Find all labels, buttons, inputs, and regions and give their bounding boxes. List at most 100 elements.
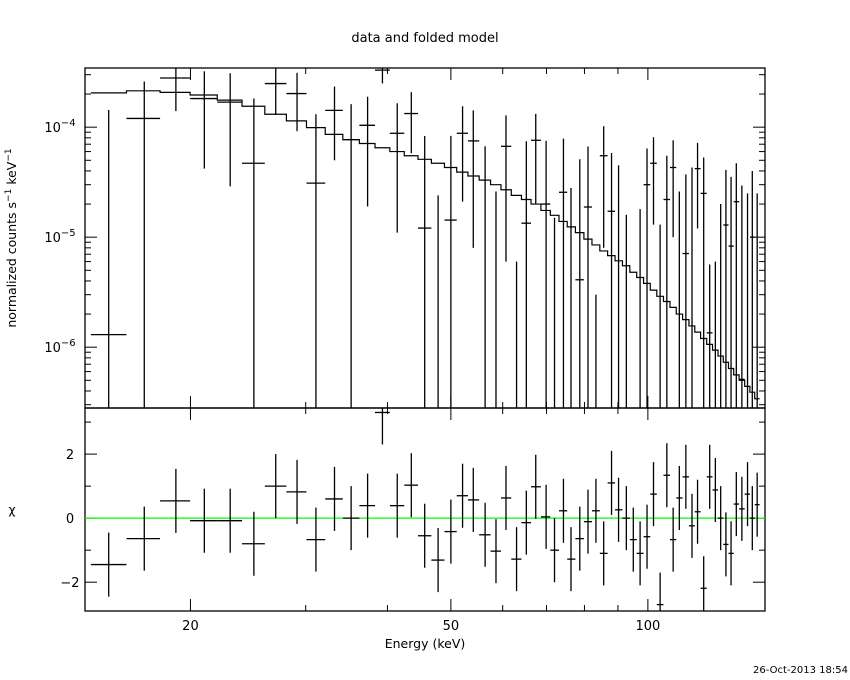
residual-point — [575, 506, 584, 571]
data-point — [90, 109, 127, 408]
residual-point — [404, 453, 418, 518]
y-tick-label: 2 — [66, 448, 74, 463]
data-point — [540, 140, 551, 408]
residual-point — [375, 408, 390, 445]
data-point — [286, 72, 307, 132]
residual-point — [490, 519, 501, 584]
residual-point — [431, 528, 445, 593]
residual-point — [663, 443, 670, 508]
data-point — [160, 68, 191, 112]
residual-point — [723, 512, 729, 577]
residual-point — [694, 479, 701, 544]
residual-point — [583, 489, 592, 554]
data-point — [694, 142, 701, 229]
x-tick-label: 20 — [182, 619, 199, 634]
bottom-frame — [84, 407, 766, 612]
data-point — [728, 176, 734, 408]
y-tick-label: −2 — [60, 576, 79, 591]
data-point — [739, 185, 745, 408]
y-tick-label: 0 — [66, 512, 74, 527]
residual-point — [650, 462, 657, 527]
residual-point — [607, 450, 616, 515]
data-point — [325, 86, 343, 161]
data-point — [342, 104, 360, 408]
residual-point — [306, 507, 326, 572]
residual-point — [615, 477, 623, 542]
residual-point — [359, 473, 376, 538]
residual-point — [531, 454, 541, 519]
data-point — [643, 148, 651, 408]
data-point — [521, 141, 532, 408]
data-point — [217, 73, 243, 187]
residual-point — [733, 472, 740, 537]
residual-point — [599, 521, 608, 586]
residual-point — [540, 484, 551, 549]
residual-point — [754, 472, 760, 537]
residual-point — [417, 503, 432, 568]
data-point — [404, 92, 418, 154]
residual-point — [712, 457, 719, 522]
data-point — [706, 264, 713, 408]
data-point — [531, 113, 541, 205]
data-point — [456, 106, 468, 202]
residual-point — [500, 465, 512, 530]
residual-point — [511, 527, 522, 592]
data-point — [389, 103, 405, 233]
data-point — [723, 169, 729, 408]
data-point — [500, 115, 512, 262]
x-tick-label: 100 — [635, 619, 660, 634]
y-tick-label: 10−6 — [44, 338, 75, 356]
residual-point — [90, 532, 127, 597]
residual-point — [479, 502, 491, 567]
residual-point — [629, 507, 637, 572]
residual-point — [567, 527, 576, 592]
residual-point — [656, 572, 664, 611]
data-point — [467, 110, 480, 248]
residual-point — [550, 518, 559, 583]
data-point — [190, 71, 218, 169]
residual-point — [739, 476, 745, 541]
residual-point — [558, 478, 568, 543]
data-point — [599, 126, 608, 248]
top-y-axis-label: normalized counts s−1 keV−1 — [4, 148, 19, 327]
residual-point — [591, 478, 600, 543]
data-point — [749, 170, 755, 408]
residual-point — [190, 488, 218, 553]
y-tick-label: 10−4 — [44, 118, 75, 136]
residual-point — [700, 556, 707, 611]
residual-point — [744, 462, 750, 527]
residual-point — [126, 506, 161, 571]
data-point — [583, 146, 592, 408]
residual-point — [706, 444, 713, 509]
data-point — [700, 157, 707, 408]
residual-point — [444, 499, 457, 564]
residual-point — [688, 493, 695, 558]
residual-point — [389, 473, 405, 538]
data-point — [575, 159, 584, 408]
bottom-y-axis-label: χ — [8, 502, 15, 517]
residual-point — [728, 521, 734, 586]
residual-point — [286, 459, 307, 524]
data-point — [359, 96, 376, 207]
residual-point — [643, 504, 651, 569]
data-point — [682, 174, 689, 408]
residual-point — [682, 444, 689, 509]
chart-title: data and folded model — [351, 31, 498, 46]
data-point — [242, 98, 265, 408]
x-axis-label: Energy (keV) — [385, 636, 466, 651]
data-point — [733, 163, 740, 408]
data-point — [650, 137, 657, 225]
data-point — [558, 138, 568, 408]
data-point — [607, 153, 616, 408]
residual-point — [325, 466, 343, 531]
residual-point — [467, 467, 480, 532]
timestamp: 26-Oct-2013 18:54 — [753, 665, 848, 676]
residual-point — [622, 486, 630, 551]
data-point — [375, 68, 390, 84]
residual-point — [749, 486, 755, 551]
residual-point — [718, 486, 724, 551]
residual-point — [456, 463, 468, 528]
data-point — [264, 68, 287, 115]
